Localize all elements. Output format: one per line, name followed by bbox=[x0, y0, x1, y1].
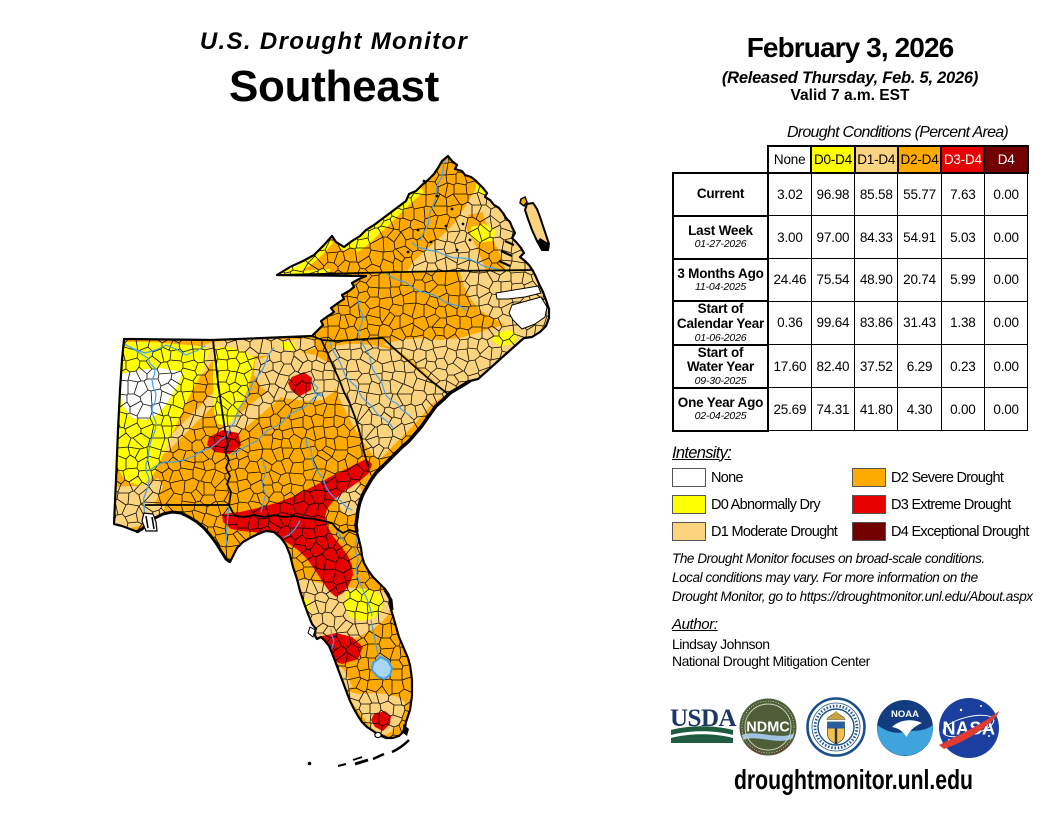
svg-text:NOAA: NOAA bbox=[891, 709, 919, 720]
svg-text:NDMC: NDMC bbox=[746, 720, 790, 736]
